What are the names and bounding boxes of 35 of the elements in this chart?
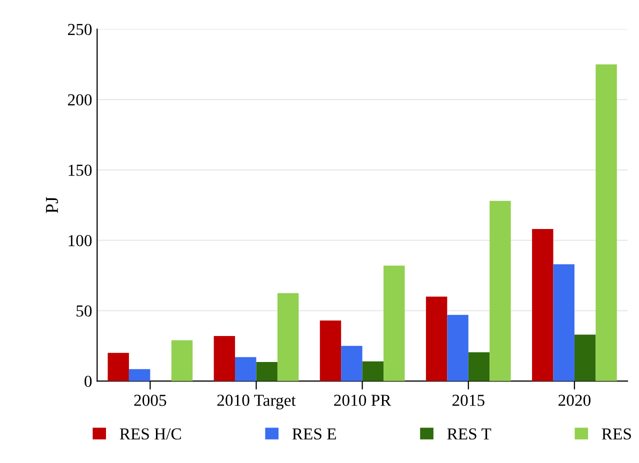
legend-label: RES [602, 428, 631, 440]
bar [532, 229, 554, 382]
y-tick-label: 250 [68, 24, 92, 36]
x-tick-label: 2005 [134, 394, 166, 406]
bar [320, 320, 342, 382]
y-tick-label: 50 [76, 305, 92, 317]
bar [468, 352, 490, 382]
y-tick-label: 100 [68, 234, 92, 246]
y-tick-label: 200 [68, 94, 92, 106]
y-axis-title: PJ [46, 196, 58, 214]
bar [256, 362, 278, 382]
bar [341, 346, 362, 382]
x-tick-label: 2010 PR [334, 394, 392, 406]
bar [277, 293, 299, 382]
bar [108, 352, 129, 382]
bar [214, 336, 236, 382]
bar [384, 266, 405, 382]
bar [362, 361, 384, 382]
bar [490, 200, 511, 382]
x-tick-label: 2010 Target [217, 394, 296, 410]
bar [171, 340, 193, 382]
y-tick-label: 0 [84, 376, 92, 387]
bar [235, 357, 256, 382]
legend-label: RES H/C [120, 428, 181, 440]
bar [426, 296, 448, 382]
bar [574, 334, 596, 382]
legend-label: RES E [292, 428, 336, 440]
x-tick-label: 2020 [558, 394, 590, 406]
y-tick-label: 150 [68, 164, 92, 176]
bar [128, 369, 150, 382]
bar [447, 314, 468, 382]
x-tick-label: 2015 [452, 394, 484, 406]
bar [553, 264, 574, 382]
legend-label: RES T [447, 428, 492, 440]
bar [596, 64, 617, 382]
